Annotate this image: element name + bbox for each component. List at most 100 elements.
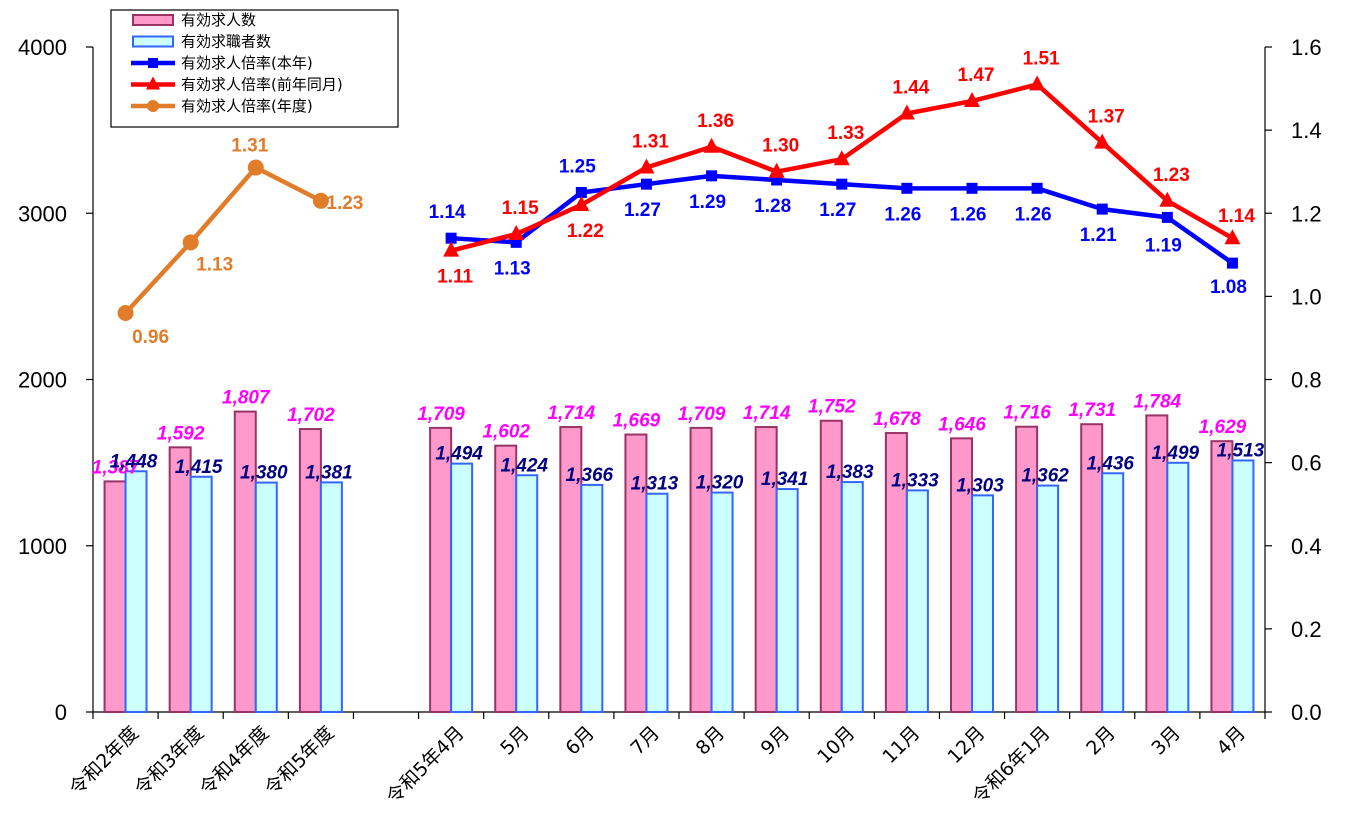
line-value-label: 1.44 — [892, 78, 929, 99]
line-value-label: 1.21 — [1080, 225, 1117, 246]
x-category-label: 令和4年度 — [195, 722, 273, 800]
bar — [645, 492, 669, 713]
series-line — [123, 165, 322, 315]
line-value-label: 1.33 — [827, 123, 864, 144]
point-marker — [182, 234, 199, 251]
bar-value-label: 1,784 — [1134, 391, 1182, 412]
bar-value-label: 1,646 — [938, 414, 986, 435]
bar-value-label: 1,436 — [1086, 453, 1134, 474]
bar-value-label: 1,669 — [613, 411, 661, 432]
x-category-label: 12月 — [943, 722, 989, 768]
point-marker — [836, 178, 848, 190]
legend-marker — [146, 76, 160, 90]
line-value-label: 1.26 — [950, 204, 987, 225]
y-right-tick-label: 1.0 — [1291, 284, 1322, 309]
line-value-label: 1.29 — [689, 192, 726, 213]
line-value-label: 1.13 — [494, 258, 531, 279]
point-marker — [640, 178, 652, 190]
bar-value-label: 1,678 — [873, 409, 921, 430]
line-value-label: 1.15 — [502, 198, 539, 219]
point-marker — [706, 170, 718, 182]
bar-value-label: 1,592 — [157, 423, 205, 444]
bar — [1166, 461, 1190, 714]
bar-value-label: 1,303 — [956, 475, 1004, 496]
point-marker — [573, 195, 590, 211]
line-value-label: 1.26 — [884, 204, 921, 225]
x-category-label: 7月 — [626, 722, 664, 760]
bar-value-label: 1,415 — [175, 457, 223, 478]
point-marker — [312, 192, 329, 209]
bar — [515, 474, 539, 714]
bar — [103, 480, 127, 713]
x-category-label: 令和2年度 — [65, 722, 143, 800]
bar-value-label: 1,383 — [826, 462, 874, 483]
bar-value-label: 1,709 — [678, 404, 726, 425]
bar — [689, 426, 713, 713]
bar-value-label: 1,424 — [500, 455, 548, 476]
x-category-label: 2月 — [1082, 722, 1120, 760]
bar — [429, 426, 453, 713]
bar — [1210, 440, 1234, 713]
point-marker — [1029, 75, 1046, 91]
point-marker — [638, 158, 655, 174]
line-value-label: 1.23 — [326, 193, 363, 214]
bar — [494, 444, 518, 713]
legend-label: 有効求人数 — [181, 11, 256, 29]
line-value-label: 1.08 — [1210, 277, 1247, 298]
point-marker — [771, 174, 783, 186]
line-value-label: 1.47 — [958, 65, 995, 86]
bar-value-label: 1,702 — [287, 405, 335, 426]
bars — [103, 410, 1255, 714]
line-value-label: 1.36 — [697, 111, 734, 132]
x-category-label: 4月 — [1212, 722, 1250, 760]
point-marker — [1031, 182, 1043, 194]
bar-value-label: 1,387 — [92, 457, 141, 478]
legend-swatch — [132, 35, 174, 48]
data-labels: 1,387 1,592 1,807 1,702 1,709 1,602 1,714 1,669… — [92, 48, 1265, 496]
bar-value-label: 1,362 — [1021, 466, 1069, 487]
y-left-tick-label: 0 — [55, 700, 67, 725]
line-value-label: 1.31 — [231, 136, 268, 157]
point-marker — [117, 305, 134, 321]
bar-value-label: 1,366 — [566, 465, 614, 486]
bar — [1036, 484, 1060, 713]
bar-value-label: 1,602 — [482, 422, 530, 443]
x-category-label: 令和5年4月 — [382, 722, 468, 808]
point-marker — [964, 92, 980, 108]
point-marker — [833, 150, 850, 166]
bar — [189, 475, 213, 713]
legend-marker — [148, 58, 158, 68]
point-marker — [443, 241, 460, 257]
point-marker — [1226, 257, 1238, 269]
bar-value-label: 1,714 — [743, 403, 791, 424]
point-marker — [1224, 229, 1241, 245]
bar-value-label: 1,513 — [1217, 440, 1265, 461]
bar — [168, 446, 192, 713]
y-right-tick-label: 0.4 — [1291, 534, 1322, 559]
bar — [1101, 472, 1125, 714]
y-right-tick-label: 0.0 — [1291, 700, 1322, 725]
bar — [905, 489, 929, 714]
bar-value-label: 1,381 — [305, 462, 353, 483]
y-right-tick-label: 0.8 — [1291, 368, 1322, 393]
x-category-label: 6月 — [561, 722, 599, 760]
bar-value-label: 1,341 — [761, 469, 809, 490]
bar-value-label: 1,320 — [696, 473, 744, 494]
bar — [971, 494, 994, 713]
point-marker — [510, 236, 522, 248]
bar — [1231, 459, 1255, 713]
x-category-label: 10月 — [813, 722, 859, 768]
bar-value-label: 1,716 — [1003, 403, 1051, 424]
y-left-tick-label: 2000 — [18, 368, 67, 393]
y-left-tick-label: 1000 — [18, 534, 67, 559]
legend-label: 有効求人倍率(本年) — [181, 54, 313, 72]
legend-label: 有効求人倍率(年度) — [181, 97, 313, 115]
legend-marker — [147, 100, 159, 112]
line-value-label: 1.31 — [632, 132, 669, 153]
point-marker — [768, 162, 785, 178]
line-value-label: 1.37 — [1088, 107, 1125, 128]
line-value-label: 1.25 — [559, 156, 596, 177]
x-category-label: 8月 — [692, 722, 730, 760]
bar-value-label: 1,494 — [435, 444, 483, 465]
